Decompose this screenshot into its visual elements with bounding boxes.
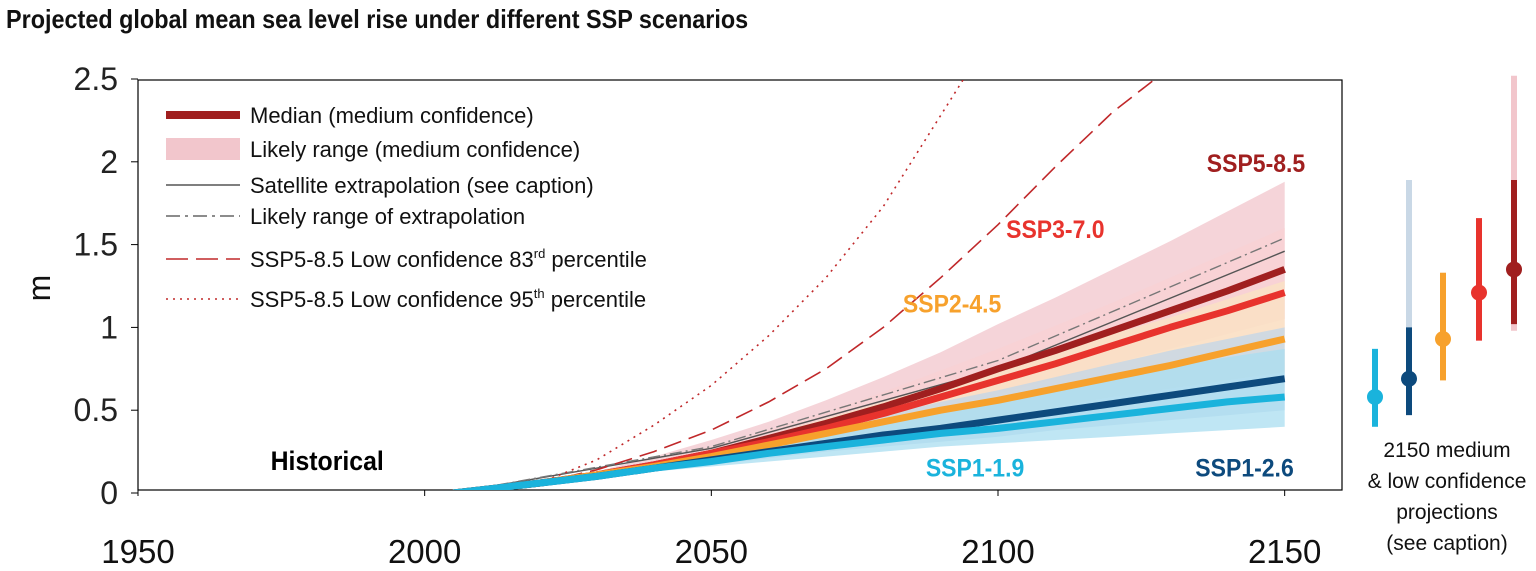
x-tick-label: 2100	[961, 533, 1034, 570]
median-dot-ssp1-2.6	[1401, 370, 1417, 387]
low-confidence-83rd-line	[539, 80, 1156, 484]
projection-bars-2150: 2150 medium & low confidence projections (s…	[1367, 75, 1527, 555]
median-line-ssp1-1.9	[452, 393, 1285, 490]
low-confidence-95th-line	[539, 80, 964, 484]
x-tick-label: 2050	[675, 533, 748, 570]
x-tick-label: 1950	[101, 533, 174, 570]
median-dot-ssp5-8.5	[1506, 261, 1522, 278]
y-tick-label: 2	[100, 144, 118, 180]
label-ssp3-7.0: SSP3-7.0	[1006, 216, 1104, 244]
legend-swatch-band	[166, 138, 240, 160]
median-dot-ssp3-7.0	[1471, 284, 1487, 301]
legend-label: SSP5-8.5 Low confidence 83rd percentile	[250, 246, 647, 272]
legend: Median (medium confidence) Likely range (…	[166, 103, 647, 312]
projections-caption-line: (see caption)	[1386, 532, 1507, 555]
legend-label: Median (medium confidence)	[250, 103, 534, 128]
y-tick-label: 1	[100, 309, 118, 345]
satellite-extrapolation-line	[466, 250, 1285, 490]
y-tick-label: 0	[100, 475, 118, 511]
legend-label: SSP5-8.5 Low confidence 95th percentile	[250, 286, 646, 312]
label-historical: Historical	[271, 447, 384, 476]
x-tick-label: 2150	[1248, 533, 1321, 570]
chart-title: Projected global mean sea level rise und…	[6, 4, 749, 34]
historical-line	[138, 493, 453, 507]
projections-caption-line: projections	[1396, 501, 1498, 524]
y-tick-label: 1.5	[74, 227, 118, 263]
x-tick-label: 2000	[388, 533, 461, 570]
legend-label: Likely range of extrapolation	[250, 204, 525, 229]
label-ssp1-1.9: SSP1-1.9	[926, 455, 1024, 483]
legend-label: Satellite extrapolation (see caption)	[250, 173, 594, 198]
median-dot-ssp2-4.5	[1435, 330, 1451, 347]
projections-caption-line: & low confidence	[1368, 470, 1527, 493]
legend-label: Likely range (medium confidence)	[250, 137, 580, 162]
label-ssp5-8.5: SSP5-8.5	[1207, 150, 1305, 178]
y-tick-label: 2.5	[74, 61, 118, 97]
y-tick-label: 0.5	[74, 392, 118, 428]
projections-caption-line: 2150 medium	[1383, 439, 1510, 462]
label-ssp1-2.6: SSP1-2.6	[1195, 455, 1293, 483]
median-dot-ssp1-1.9	[1367, 388, 1383, 405]
label-ssp2-4.5: SSP2-4.5	[903, 291, 1001, 319]
y-axis-label: m	[21, 275, 57, 302]
